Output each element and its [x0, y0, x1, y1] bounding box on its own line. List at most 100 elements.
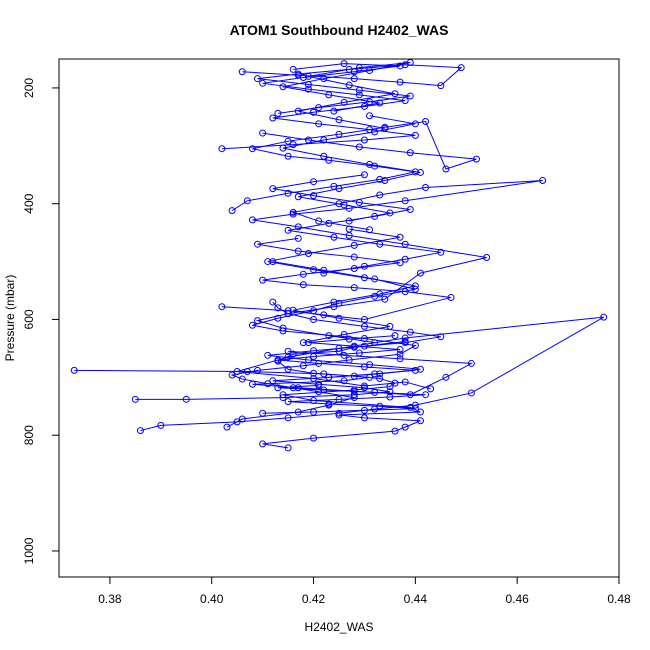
data-point: [238, 375, 246, 383]
data-point: [325, 219, 333, 227]
data-point: [248, 216, 256, 224]
data-point: [371, 370, 379, 378]
data-point: [355, 91, 363, 99]
data-point: [437, 248, 445, 256]
data-point: [254, 75, 262, 83]
data-point: [284, 152, 292, 160]
data-point: [340, 351, 348, 359]
series-line: [221, 237, 452, 320]
data-point: [355, 199, 363, 207]
data-point: [467, 359, 475, 367]
data-point: [294, 70, 302, 78]
data-point: [284, 189, 292, 197]
data-point: [294, 223, 302, 231]
data-point: [411, 405, 419, 413]
data-point: [269, 377, 277, 385]
data-point: [259, 129, 267, 137]
x-tick-label: 0.44: [404, 592, 428, 606]
data-point: [447, 293, 455, 301]
data-point: [274, 356, 282, 364]
data-point: [345, 335, 353, 343]
data-point: [335, 395, 343, 403]
data-point: [294, 107, 302, 115]
data-point: [294, 247, 302, 255]
series-line: [267, 228, 416, 344]
data-point: [243, 368, 251, 376]
data-point: [315, 120, 323, 128]
data-point: [274, 384, 282, 392]
data-point: [335, 314, 343, 322]
data-point: [422, 391, 430, 399]
data-point: [284, 226, 292, 234]
data-point: [182, 395, 190, 403]
data-point: [360, 274, 368, 282]
series-line: [252, 180, 543, 344]
data-point: [376, 99, 384, 107]
data-point: [289, 208, 297, 216]
data-point: [330, 303, 338, 311]
data-point: [320, 75, 328, 83]
series-14: [259, 381, 430, 417]
data-point: [320, 152, 328, 160]
data-point: [274, 314, 282, 322]
data-point: [315, 217, 323, 225]
data-point: [396, 355, 404, 363]
data-point: [340, 60, 348, 68]
data-point: [411, 131, 419, 139]
data-point: [391, 427, 399, 435]
data-point: [274, 304, 282, 312]
data-point: [376, 175, 384, 183]
data-point: [310, 434, 318, 442]
data-point: [355, 143, 363, 151]
data-point: [376, 402, 384, 410]
data-point: [350, 253, 358, 261]
data-point: [320, 370, 328, 378]
data-point: [279, 394, 287, 402]
data-point: [248, 321, 256, 329]
y-tick-label: 1000: [22, 537, 36, 564]
data-point: [376, 191, 384, 199]
series-line: [242, 64, 463, 114]
data-point: [320, 386, 328, 394]
data-point: [325, 373, 333, 381]
data-point: [406, 92, 414, 100]
data-point: [284, 444, 292, 452]
chart-title: ATOM1 Southbound H2402_WAS: [230, 22, 449, 38]
data-point: [218, 303, 226, 311]
data-point: [284, 414, 292, 422]
data-point: [401, 337, 409, 345]
data-point: [284, 398, 292, 406]
data-point: [259, 409, 267, 417]
data-point: [371, 388, 379, 396]
data-point: [355, 349, 363, 357]
data-point: [248, 145, 256, 153]
data-point: [269, 114, 277, 122]
data-point: [360, 363, 368, 371]
data-point: [366, 67, 374, 75]
data-point: [360, 342, 368, 350]
data-point: [411, 366, 419, 374]
plot-frame: [58, 58, 620, 578]
series-11: [264, 225, 419, 347]
data-point: [391, 90, 399, 98]
data-point: [315, 381, 323, 389]
data-point: [345, 217, 353, 225]
data-point: [284, 347, 292, 355]
data-point: [330, 298, 338, 306]
data-point: [70, 366, 78, 374]
data-point: [350, 342, 358, 350]
data-point: [406, 205, 414, 213]
data-point: [279, 83, 287, 91]
series-10: [269, 171, 445, 277]
data-point: [472, 155, 480, 163]
data-point: [294, 193, 302, 201]
data-point: [416, 365, 424, 373]
data-point: [396, 233, 404, 241]
data-point: [299, 270, 307, 278]
data-point: [259, 79, 267, 87]
data-point: [279, 144, 287, 152]
data-point: [289, 65, 297, 73]
data-point: [360, 414, 368, 422]
